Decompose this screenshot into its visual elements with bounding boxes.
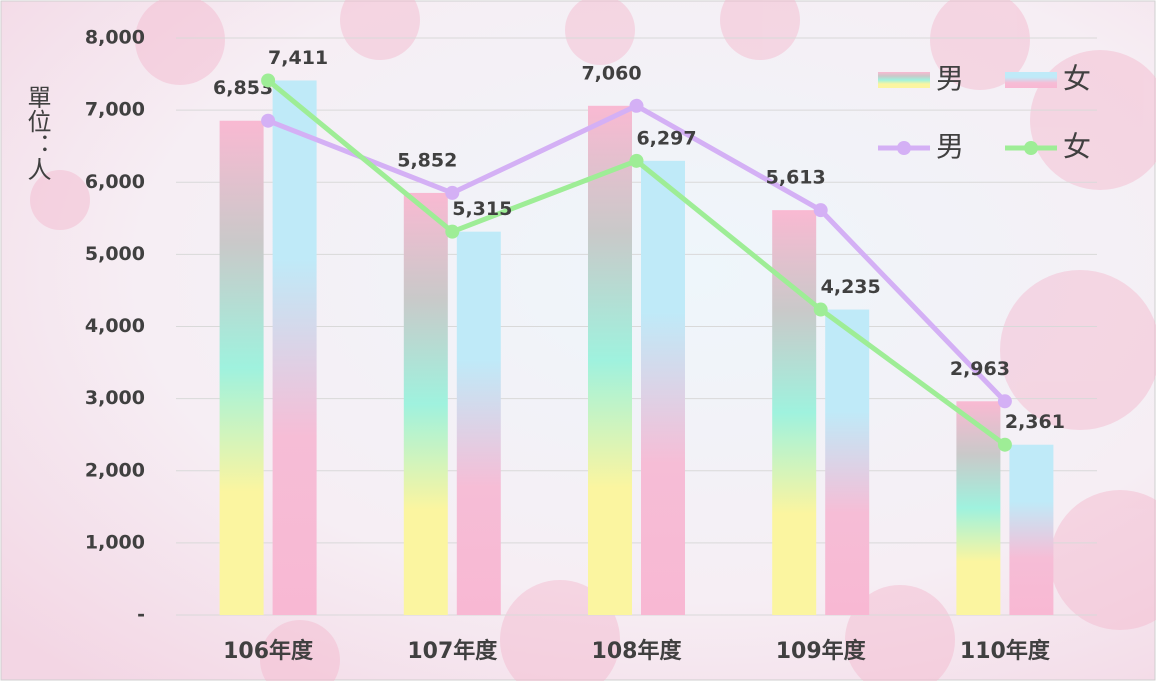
x-tick-label: 106年度 [223,638,314,664]
data-label: 5,315 [452,198,512,220]
x-tick-label: 107年度 [407,638,498,664]
bar [403,192,448,615]
y-tick-label: 3,000 [85,387,145,409]
legend-swatch [1024,141,1038,155]
legend-label: 男 [936,62,964,95]
y-tick-label: - [137,604,145,626]
y-axis-label: 單位：人 [23,85,51,181]
y-tick-label: 6,000 [85,171,145,193]
bar [272,80,317,615]
line-point [629,153,644,168]
y-tick-label: 8,000 [85,27,145,49]
y-tick-label: 2,000 [85,459,145,481]
data-label: 6,297 [636,127,696,149]
bar [641,160,685,616]
y-tick-label: 4,000 [85,315,145,337]
legend-swatch [1005,72,1057,88]
bar [219,120,264,616]
data-label: 4,235 [821,276,881,298]
line-point [997,394,1012,409]
line-point [997,437,1012,452]
line-point [445,185,460,200]
data-label: 5,613 [766,167,826,189]
bar [588,105,632,616]
line-point [813,203,828,218]
legend-label: 男 [936,130,964,163]
bar [956,401,1001,615]
data-label: 7,411 [268,47,328,69]
data-label: 7,060 [581,62,641,84]
data-label: 5,852 [397,149,457,171]
x-tick-label: 108年度 [592,638,683,664]
line-point [629,98,644,113]
bar [772,210,817,616]
line-point [261,113,276,128]
data-label: 6,853 [213,77,273,99]
y-tick-label: 7,000 [85,99,145,121]
x-tick-label: 109年度 [776,638,867,664]
bar [1009,444,1054,615]
legend-swatch [878,72,930,88]
y-tick-label: 1,000 [85,531,145,553]
legend-label: 女 [1063,62,1091,95]
line-point [261,73,276,88]
line-point [445,224,460,239]
x-tick-label: 110年度 [960,638,1051,664]
blossoms [30,0,1156,685]
data-label: 2,963 [950,358,1010,380]
legend-swatch [897,141,911,155]
bar [456,231,501,615]
line-point [813,302,828,317]
data-label: 2,361 [1005,411,1065,433]
y-tick-label: 5,000 [85,243,145,265]
legend-label: 女 [1063,130,1091,163]
bar [825,309,870,615]
